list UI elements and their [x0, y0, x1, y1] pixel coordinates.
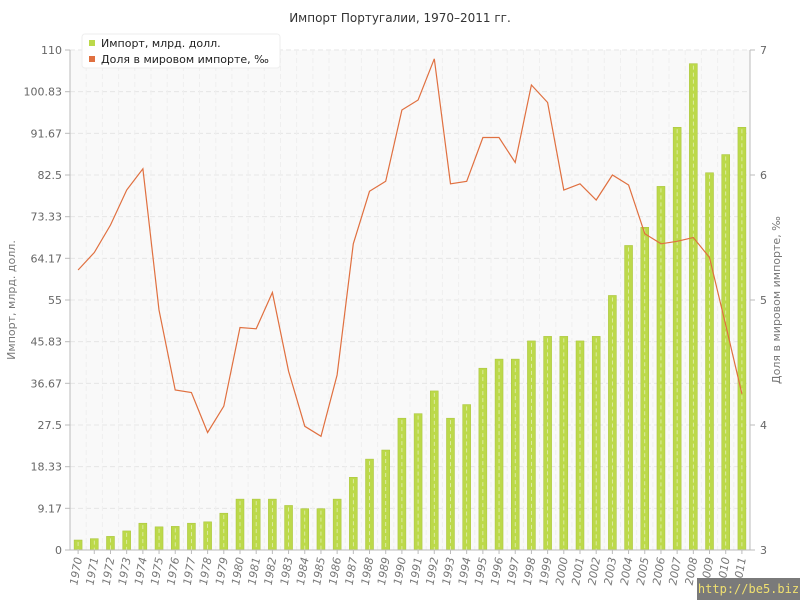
legend-swatch-import — [89, 40, 95, 46]
tick-label-left: 55 — [48, 294, 62, 307]
bar-import-2005 — [641, 227, 649, 550]
y-axis-right-label: Доля в мировом импорте, ‰ — [770, 216, 783, 384]
tick-label-left: 18.33 — [31, 461, 63, 474]
legend-label-import: Импорт, млрд. долл. — [101, 37, 221, 50]
legend-swatch-share — [89, 56, 95, 62]
legend-label-share: Доля в мировом импорте, ‰ — [101, 53, 269, 66]
bar-import-1984 — [301, 509, 309, 550]
tick-label-right: 6 — [760, 169, 767, 182]
tick-label-left: 110 — [41, 44, 62, 57]
tick-label-left: 91.67 — [31, 127, 63, 140]
chart-title: Импорт Португалии, 1970–2011 гг. — [289, 11, 511, 25]
tick-label-right: 5 — [760, 294, 767, 307]
tick-label-left: 9.17 — [38, 502, 63, 515]
legend: Импорт, млрд. долл. Доля в мировом импор… — [82, 34, 280, 68]
watermark: http://be5.biz — [697, 578, 800, 600]
tick-label-left: 64.17 — [31, 252, 63, 265]
tick-label-right: 7 — [760, 44, 767, 57]
bar-import-1995 — [479, 368, 487, 550]
tick-label-left: 100.83 — [24, 86, 63, 99]
tick-label-left: 27.5 — [38, 419, 63, 432]
tick-label-left: 0 — [55, 544, 62, 557]
tick-label-right: 4 — [760, 419, 767, 432]
tick-label-left: 36.67 — [31, 377, 63, 390]
tick-label-left: 82.5 — [38, 169, 63, 182]
tick-label-left: 73.33 — [31, 211, 63, 224]
bar-import-1985 — [317, 509, 325, 550]
bar-import-1989 — [382, 450, 390, 550]
tick-label-left: 45.83 — [31, 336, 63, 349]
tick-label-right: 3 — [760, 544, 767, 557]
y-axis-left-label: Импорт, млрд. долл. — [5, 240, 18, 360]
